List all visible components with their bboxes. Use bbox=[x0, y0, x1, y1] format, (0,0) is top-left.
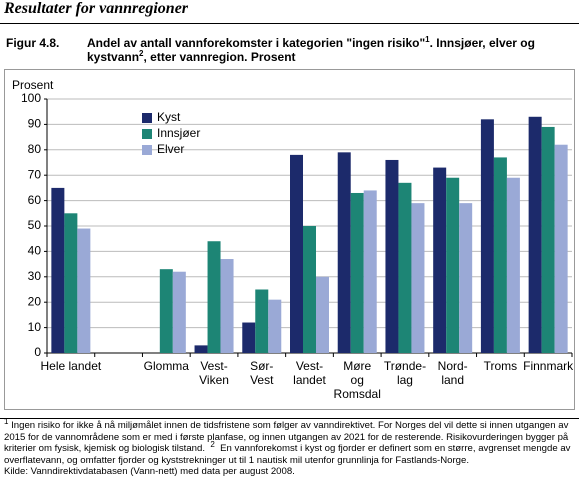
chart-title: Andel av antall vannforekomster i katego… bbox=[87, 35, 567, 65]
y-tick-label: 30 bbox=[28, 269, 42, 283]
y-tick-label: 0 bbox=[34, 345, 41, 359]
title-sup: 2 bbox=[139, 49, 144, 58]
bar bbox=[411, 203, 425, 353]
x-tick-label: Finnmark bbox=[523, 359, 574, 373]
legend-swatch bbox=[142, 129, 152, 139]
title-text: , etter vannregion. Prosent bbox=[143, 50, 296, 64]
chart-frame bbox=[4, 69, 575, 410]
bar bbox=[159, 269, 173, 353]
x-tick-label: Vest- Viken bbox=[199, 359, 229, 387]
footnote: Ingen risiko for ikke å nå miljømålet in… bbox=[4, 420, 569, 455]
y-tick-label: 50 bbox=[28, 218, 42, 232]
y-tick-label: 40 bbox=[28, 244, 42, 258]
bar bbox=[398, 182, 412, 353]
page-header: Resultater for vannregioner bbox=[4, 0, 189, 17]
bar bbox=[268, 299, 282, 353]
legend-label: Elver bbox=[157, 142, 184, 156]
x-tick-label: Hele landet bbox=[40, 359, 102, 373]
bar bbox=[172, 271, 186, 353]
y-tick-label: 100 bbox=[21, 91, 41, 105]
bar bbox=[480, 119, 494, 353]
title-text: Andel av antall vannforekomster i katego… bbox=[87, 36, 426, 50]
bar bbox=[242, 322, 256, 353]
bar bbox=[255, 289, 269, 353]
y-tick-label: 80 bbox=[28, 142, 42, 156]
y-axis-label: Prosent bbox=[12, 78, 54, 92]
bar bbox=[385, 159, 399, 353]
bar bbox=[528, 116, 542, 353]
x-tick-label: Trønde- lag bbox=[383, 359, 427, 387]
bar bbox=[207, 241, 221, 353]
source: Kilde: Vanndirektivdatabasen (Vann-nett)… bbox=[4, 466, 295, 478]
bar bbox=[541, 126, 555, 353]
bar bbox=[363, 190, 377, 353]
x-tick-label: Sør- Vest bbox=[250, 359, 274, 387]
header-rule bbox=[0, 23, 579, 24]
bar bbox=[493, 157, 507, 353]
footnote-mark: 2 bbox=[210, 440, 215, 449]
y-tick-label: 90 bbox=[28, 117, 42, 131]
figure-label: Figur 4.8. bbox=[6, 36, 60, 50]
footnote: En vannforekomst i kyst og fjorder er de… bbox=[4, 443, 571, 466]
y-tick-label: 70 bbox=[28, 167, 42, 181]
bar bbox=[290, 154, 303, 353]
legend-swatch bbox=[142, 113, 152, 123]
bar bbox=[64, 213, 78, 353]
footnotes: 1 Ingen risiko for ikke å nå miljømålet … bbox=[4, 416, 574, 478]
bar bbox=[77, 228, 91, 353]
x-tick-label: Nord- land bbox=[437, 359, 468, 387]
title-text: kystvann bbox=[87, 50, 140, 64]
title-text: . Innsjøer, elver og bbox=[429, 36, 535, 50]
bar bbox=[506, 177, 520, 353]
footer-rule bbox=[0, 418, 579, 419]
bar bbox=[220, 259, 234, 353]
bar bbox=[350, 192, 364, 353]
bar bbox=[303, 226, 316, 353]
x-tick-label: Vest- landet bbox=[293, 359, 326, 387]
y-tick-label: 10 bbox=[28, 320, 42, 334]
bar bbox=[446, 177, 460, 353]
bar bbox=[337, 152, 351, 353]
legend-swatch bbox=[142, 145, 152, 155]
legend-label: Innsjøer bbox=[157, 126, 200, 140]
bar bbox=[554, 144, 568, 353]
y-tick-label: 60 bbox=[28, 193, 42, 207]
x-tick-label: Troms bbox=[483, 359, 518, 373]
legend-label: Kyst bbox=[157, 110, 181, 124]
bar bbox=[51, 187, 65, 353]
bar bbox=[433, 167, 447, 353]
title-sup: 1 bbox=[425, 35, 430, 44]
bar bbox=[194, 345, 208, 353]
footnote-mark: 1 bbox=[4, 416, 9, 426]
x-tick-label: Glomma bbox=[143, 359, 189, 373]
x-tick-label: Møre og Romsdal bbox=[333, 359, 381, 401]
bar bbox=[459, 203, 473, 353]
bar bbox=[316, 276, 329, 353]
y-tick-label: 20 bbox=[28, 294, 42, 308]
